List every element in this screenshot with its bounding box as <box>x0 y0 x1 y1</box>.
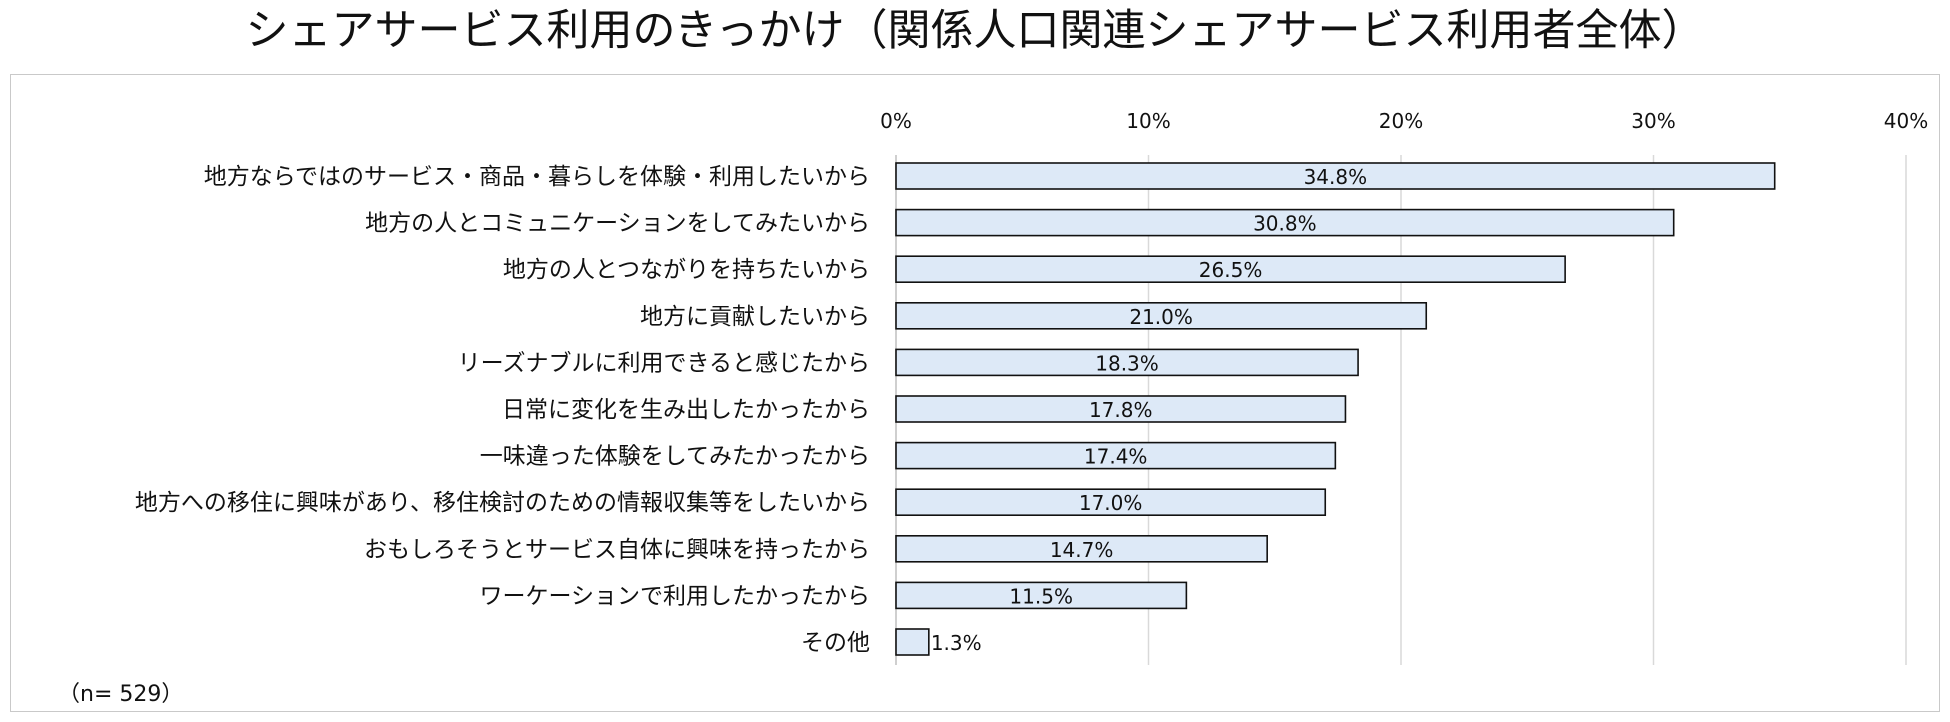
bar <box>895 488 1327 517</box>
data-label: 26.5% <box>1199 258 1263 282</box>
bar <box>895 208 1675 237</box>
data-label: 21.0% <box>1129 305 1193 329</box>
data-label: 14.7% <box>1050 538 1114 562</box>
bar <box>895 441 1337 470</box>
bar <box>895 534 1268 563</box>
bar <box>895 348 1359 377</box>
bar <box>895 395 1347 423</box>
category-label: 地方ならではのサービス・商品・暮らしを体験・利用したいから <box>204 164 870 190</box>
category-label: 地方の人とつながりを持ちたいから <box>503 257 870 283</box>
x-tick-label: 0% <box>880 109 912 133</box>
bar <box>895 301 1428 330</box>
bar <box>895 581 1188 610</box>
data-label: 17.0% <box>1079 491 1143 515</box>
category-label: 地方への移住に興味があり、移住検討のための情報収集等をしたいから <box>135 490 870 516</box>
category-label: おもしろそうとサービス自体に興味を持ったから <box>364 537 870 563</box>
bar <box>895 255 1566 284</box>
category-label: 日常に変化を生み出したかったから <box>502 397 870 423</box>
data-label: 17.8% <box>1089 398 1153 422</box>
data-label: 34.8% <box>1304 165 1368 189</box>
bar <box>895 628 930 656</box>
x-tick-label: 20% <box>1379 109 1423 133</box>
chart-title: シェアサービス利用のきっかけ（関係人口関連シェアサービス利用者全体） <box>245 6 1705 56</box>
chart-frame <box>10 74 1940 712</box>
data-label: 11.5% <box>1009 584 1073 608</box>
data-label: 18.3% <box>1095 351 1159 375</box>
category-label: ワーケーションで利用したかったから <box>479 583 870 609</box>
category-label: その他 <box>801 630 870 656</box>
x-tick-label: 30% <box>1631 109 1675 133</box>
data-label: 30.8% <box>1253 212 1317 236</box>
bar <box>895 162 1776 190</box>
data-label: 1.3% <box>931 631 982 655</box>
category-label: 地方の人とコミュニケーションをしてみたいから <box>365 211 870 237</box>
category-label: リーズナブルに利用できると感じたから <box>458 350 870 376</box>
data-label: 17.4% <box>1084 445 1148 469</box>
category-label: 一味違った体験をしてみたかったから <box>480 444 870 470</box>
sample-size-note: （n= 529） <box>58 682 184 707</box>
x-tick-label: 10% <box>1126 109 1170 133</box>
x-tick-label: 40% <box>1884 109 1928 133</box>
category-label: 地方に貢献したいから <box>640 304 870 330</box>
